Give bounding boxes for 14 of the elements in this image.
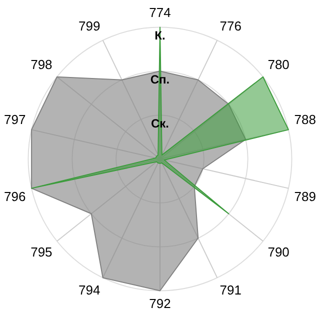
spoke-label: 790 (268, 244, 290, 260)
spoke-label: 776 (220, 18, 242, 34)
spoke-label: 774 (149, 5, 171, 20)
spoke-label: 789 (294, 189, 316, 204)
spoke-label: 797 (4, 112, 26, 128)
spoke-label: 795 (30, 244, 52, 260)
spoke-label: 799 (78, 18, 100, 34)
spoke-label: 788 (294, 112, 316, 128)
spoke-label: 792 (149, 296, 171, 312)
spoke-label: 796 (4, 189, 26, 204)
spoke-label: 791 (220, 282, 242, 298)
spoke-label: 780 (268, 56, 290, 72)
spoke-label: 798 (30, 56, 52, 72)
spoke-label: 794 (78, 282, 100, 298)
